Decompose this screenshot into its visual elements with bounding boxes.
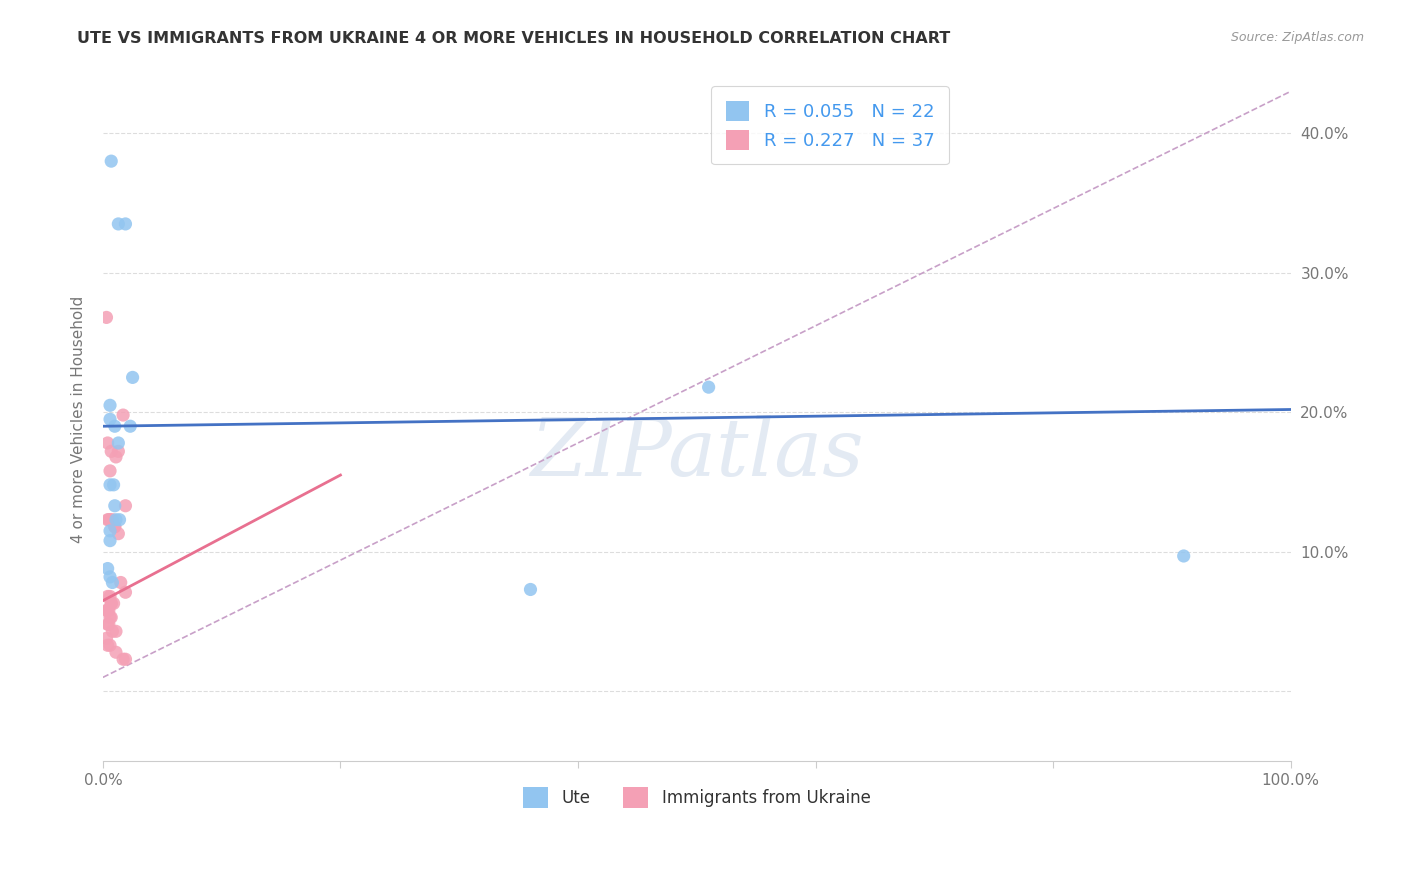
Point [114,585,136,599]
Point [104,499,127,513]
Point [98,513,121,527]
Point [107,436,129,450]
Point [98,533,121,548]
Point [98,590,121,604]
Point [98,464,121,478]
Point [107,526,129,541]
Point [114,217,136,231]
Point [112,408,135,422]
Point [97,561,120,575]
Point [97,603,120,617]
Point [112,652,135,666]
Point [103,478,125,492]
Point [114,652,136,666]
Point [100,596,122,610]
Point [96,603,118,617]
Point [101,624,124,639]
Point [104,519,127,533]
Point [98,412,121,426]
Point [104,513,127,527]
Point [101,575,124,590]
Point [104,645,127,659]
Point [97,638,120,652]
Point [97,617,120,632]
Point [98,610,121,624]
Legend: Ute, Immigrants from Ukraine: Ute, Immigrants from Ukraine [516,780,877,814]
Point [97,513,120,527]
Point [100,610,122,624]
Y-axis label: 4 or more Vehicles in Household: 4 or more Vehicles in Household [72,295,86,543]
Point [121,370,143,384]
Point [107,444,129,458]
Point [103,596,125,610]
Point [104,519,127,533]
Point [114,499,136,513]
Point [98,638,121,652]
Point [97,603,120,617]
Point [697,380,720,394]
Text: ZIPatlas: ZIPatlas [530,415,863,492]
Point [97,590,120,604]
Point [97,617,120,632]
Point [104,624,127,639]
Point [98,478,121,492]
Text: UTE VS IMMIGRANTS FROM UKRAINE 4 OR MORE VEHICLES IN HOUSEHOLD CORRELATION CHART: UTE VS IMMIGRANTS FROM UKRAINE 4 OR MORE… [77,31,950,46]
Point [97,513,120,527]
Point [96,632,118,646]
Point [100,596,122,610]
Point [1173,549,1195,563]
Point [98,398,121,412]
Point [100,444,122,458]
Point [96,310,118,325]
Point [98,524,121,538]
Point [100,154,122,169]
Point [120,419,142,434]
Point [519,582,541,597]
Point [108,513,131,527]
Point [107,217,129,231]
Text: Source: ZipAtlas.com: Source: ZipAtlas.com [1230,31,1364,45]
Point [101,513,124,527]
Point [97,436,120,450]
Point [98,570,121,584]
Point [104,450,127,464]
Point [104,419,127,434]
Point [110,575,132,590]
